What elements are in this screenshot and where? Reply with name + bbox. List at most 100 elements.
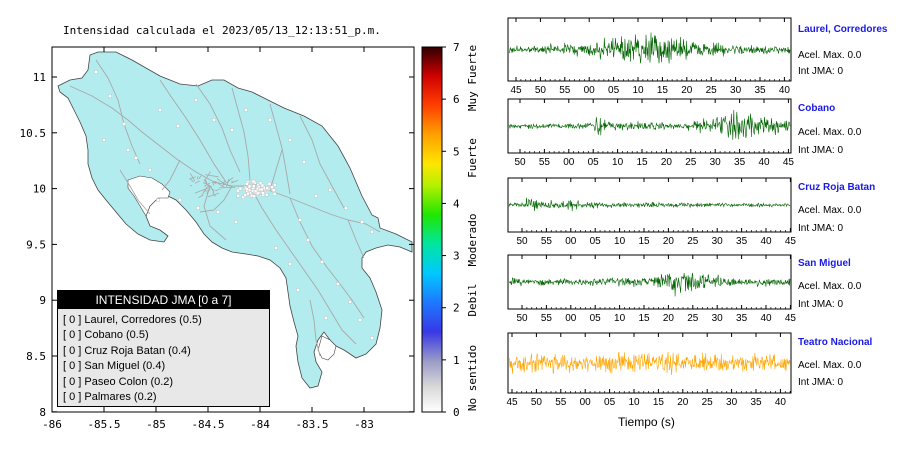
station-marker bbox=[370, 230, 374, 234]
trace-tick-label: 40 bbox=[758, 157, 770, 168]
station-marker bbox=[288, 262, 292, 266]
trace-tick-label: 55 bbox=[541, 313, 553, 324]
station-int-laurel: Int JMA: 0 bbox=[798, 66, 844, 77]
road-local bbox=[194, 180, 200, 184]
trace-tick-label: 05 bbox=[604, 397, 616, 408]
station-marker bbox=[216, 210, 220, 214]
station-marker bbox=[336, 282, 340, 286]
colorbar-axes: 7 6 5 4 3 2 1 0 Muy Fuerte Fuerte Moderado Debil No … bbox=[442, 41, 479, 419]
trace-tick-label: 10 bbox=[614, 313, 626, 324]
costa-rica-map bbox=[57, 51, 413, 389]
road bbox=[347, 219, 365, 259]
trace-tick-label: 50 bbox=[516, 313, 528, 324]
trace-tick-label: 50 bbox=[516, 236, 528, 247]
station-marker bbox=[252, 194, 256, 198]
colorbar-tick-label: 5 bbox=[453, 145, 460, 158]
trace-tick-label: 00 bbox=[565, 236, 577, 247]
station-marker bbox=[252, 184, 256, 188]
station-marker bbox=[212, 118, 216, 122]
station-marker bbox=[270, 185, 274, 190]
trace-tick-label: 00 bbox=[565, 313, 577, 324]
station-marker bbox=[245, 182, 249, 186]
station-marker bbox=[268, 118, 272, 122]
station-marker bbox=[298, 218, 302, 222]
station-marker bbox=[265, 186, 269, 191]
station-marker bbox=[370, 336, 374, 340]
station-marker bbox=[274, 246, 278, 250]
trace-tick-label: 45 bbox=[785, 313, 797, 324]
road-local bbox=[194, 187, 209, 194]
station-marker bbox=[360, 220, 364, 224]
road-local bbox=[218, 187, 236, 189]
trace-tick-label: 10 bbox=[612, 157, 624, 168]
trace-tick-label: 40 bbox=[775, 397, 787, 408]
road bbox=[249, 185, 357, 345]
station-marker bbox=[267, 182, 272, 186]
station-int-san-miguel: Int JMA: 0 bbox=[798, 299, 844, 310]
station-marker bbox=[265, 192, 269, 197]
trace-tick-label: 55 bbox=[539, 157, 551, 168]
map-y-tick-label: 8.5 bbox=[26, 350, 46, 363]
trace-tick-label: 45 bbox=[785, 236, 797, 247]
road-local bbox=[222, 180, 226, 184]
colorbar-label: Moderado bbox=[466, 214, 479, 267]
station-accel-cobano: Acel. Max. 0.0 bbox=[798, 127, 862, 138]
road bbox=[69, 85, 381, 233]
legend-item: [ 0 ] Palmares (0.2) bbox=[63, 391, 157, 404]
road-local bbox=[228, 184, 231, 187]
trace-tick-label: 15 bbox=[657, 85, 669, 96]
colorbar-label: Fuerte bbox=[466, 138, 479, 178]
trace-tick-label: 45 bbox=[510, 85, 522, 96]
colorbar-tick-label: 6 bbox=[453, 93, 460, 106]
road-local bbox=[211, 182, 216, 184]
station-marker bbox=[258, 181, 263, 185]
station-marker bbox=[271, 188, 276, 192]
station-int-cobano: Int JMA: 0 bbox=[798, 145, 844, 156]
trace-tick-label: 05 bbox=[608, 85, 620, 96]
road-local bbox=[198, 175, 202, 180]
map-x-tick-label: -84 bbox=[250, 418, 270, 431]
map-title: Intensidad calculada el 2023/05/13_12:13… bbox=[63, 24, 381, 37]
station-marker bbox=[328, 188, 332, 192]
trace-tick-label: 55 bbox=[541, 236, 553, 247]
trace-tick-label: 15 bbox=[638, 236, 650, 247]
map-x-tick-label: -85.5 bbox=[87, 418, 120, 431]
road bbox=[199, 185, 233, 213]
station-markers bbox=[94, 70, 374, 340]
trace-tick-label: 35 bbox=[734, 157, 746, 168]
colorbar-tick-label: 2 bbox=[453, 302, 460, 315]
station-marker bbox=[348, 300, 352, 304]
trace-tick-label: 05 bbox=[590, 313, 602, 324]
station-name-teatro: Teatro Nacional bbox=[798, 337, 873, 348]
road bbox=[269, 103, 291, 195]
station-accel-laurel: Acel. Max. 0.0 bbox=[798, 50, 862, 61]
colorbar-tick-label: 4 bbox=[453, 197, 460, 210]
road bbox=[161, 159, 181, 191]
trace-tick-label: 25 bbox=[702, 397, 714, 408]
station-int-cruz-roja: Int JMA: 0 bbox=[798, 223, 844, 234]
colorbar-label: Muy Fuerte bbox=[466, 45, 479, 111]
trace-tick-label: 30 bbox=[712, 313, 724, 324]
trace-tick-label: 35 bbox=[754, 85, 766, 96]
colorbar-label: Debil bbox=[466, 283, 479, 316]
map-y-tick-label: 9.5 bbox=[26, 238, 46, 251]
station-marker bbox=[196, 206, 200, 210]
station-marker bbox=[314, 194, 318, 198]
station-marker bbox=[108, 94, 112, 98]
legend-item: [ 0 ] Paseo Colon (0.2) bbox=[63, 375, 174, 388]
station-accel-san-miguel: Acel. Max. 0.0 bbox=[798, 281, 862, 292]
trace-tick-label: 20 bbox=[663, 313, 675, 324]
station-marker bbox=[273, 183, 277, 187]
station-marker bbox=[244, 108, 248, 112]
station-marker bbox=[156, 198, 160, 202]
station-marker bbox=[245, 187, 250, 191]
station-marker bbox=[176, 124, 180, 128]
map-axes: -86 -85.5 -85 -84.5 -84 -83.5 -83 11 10.5 10 9.5 9 8… bbox=[20, 47, 414, 431]
station-accel-cruz-roja: Acel. Max. 0.0 bbox=[798, 205, 862, 216]
trace-tick-label: 45 bbox=[506, 397, 518, 408]
station-marker bbox=[259, 187, 264, 192]
road bbox=[203, 185, 227, 241]
road-local bbox=[201, 186, 208, 196]
